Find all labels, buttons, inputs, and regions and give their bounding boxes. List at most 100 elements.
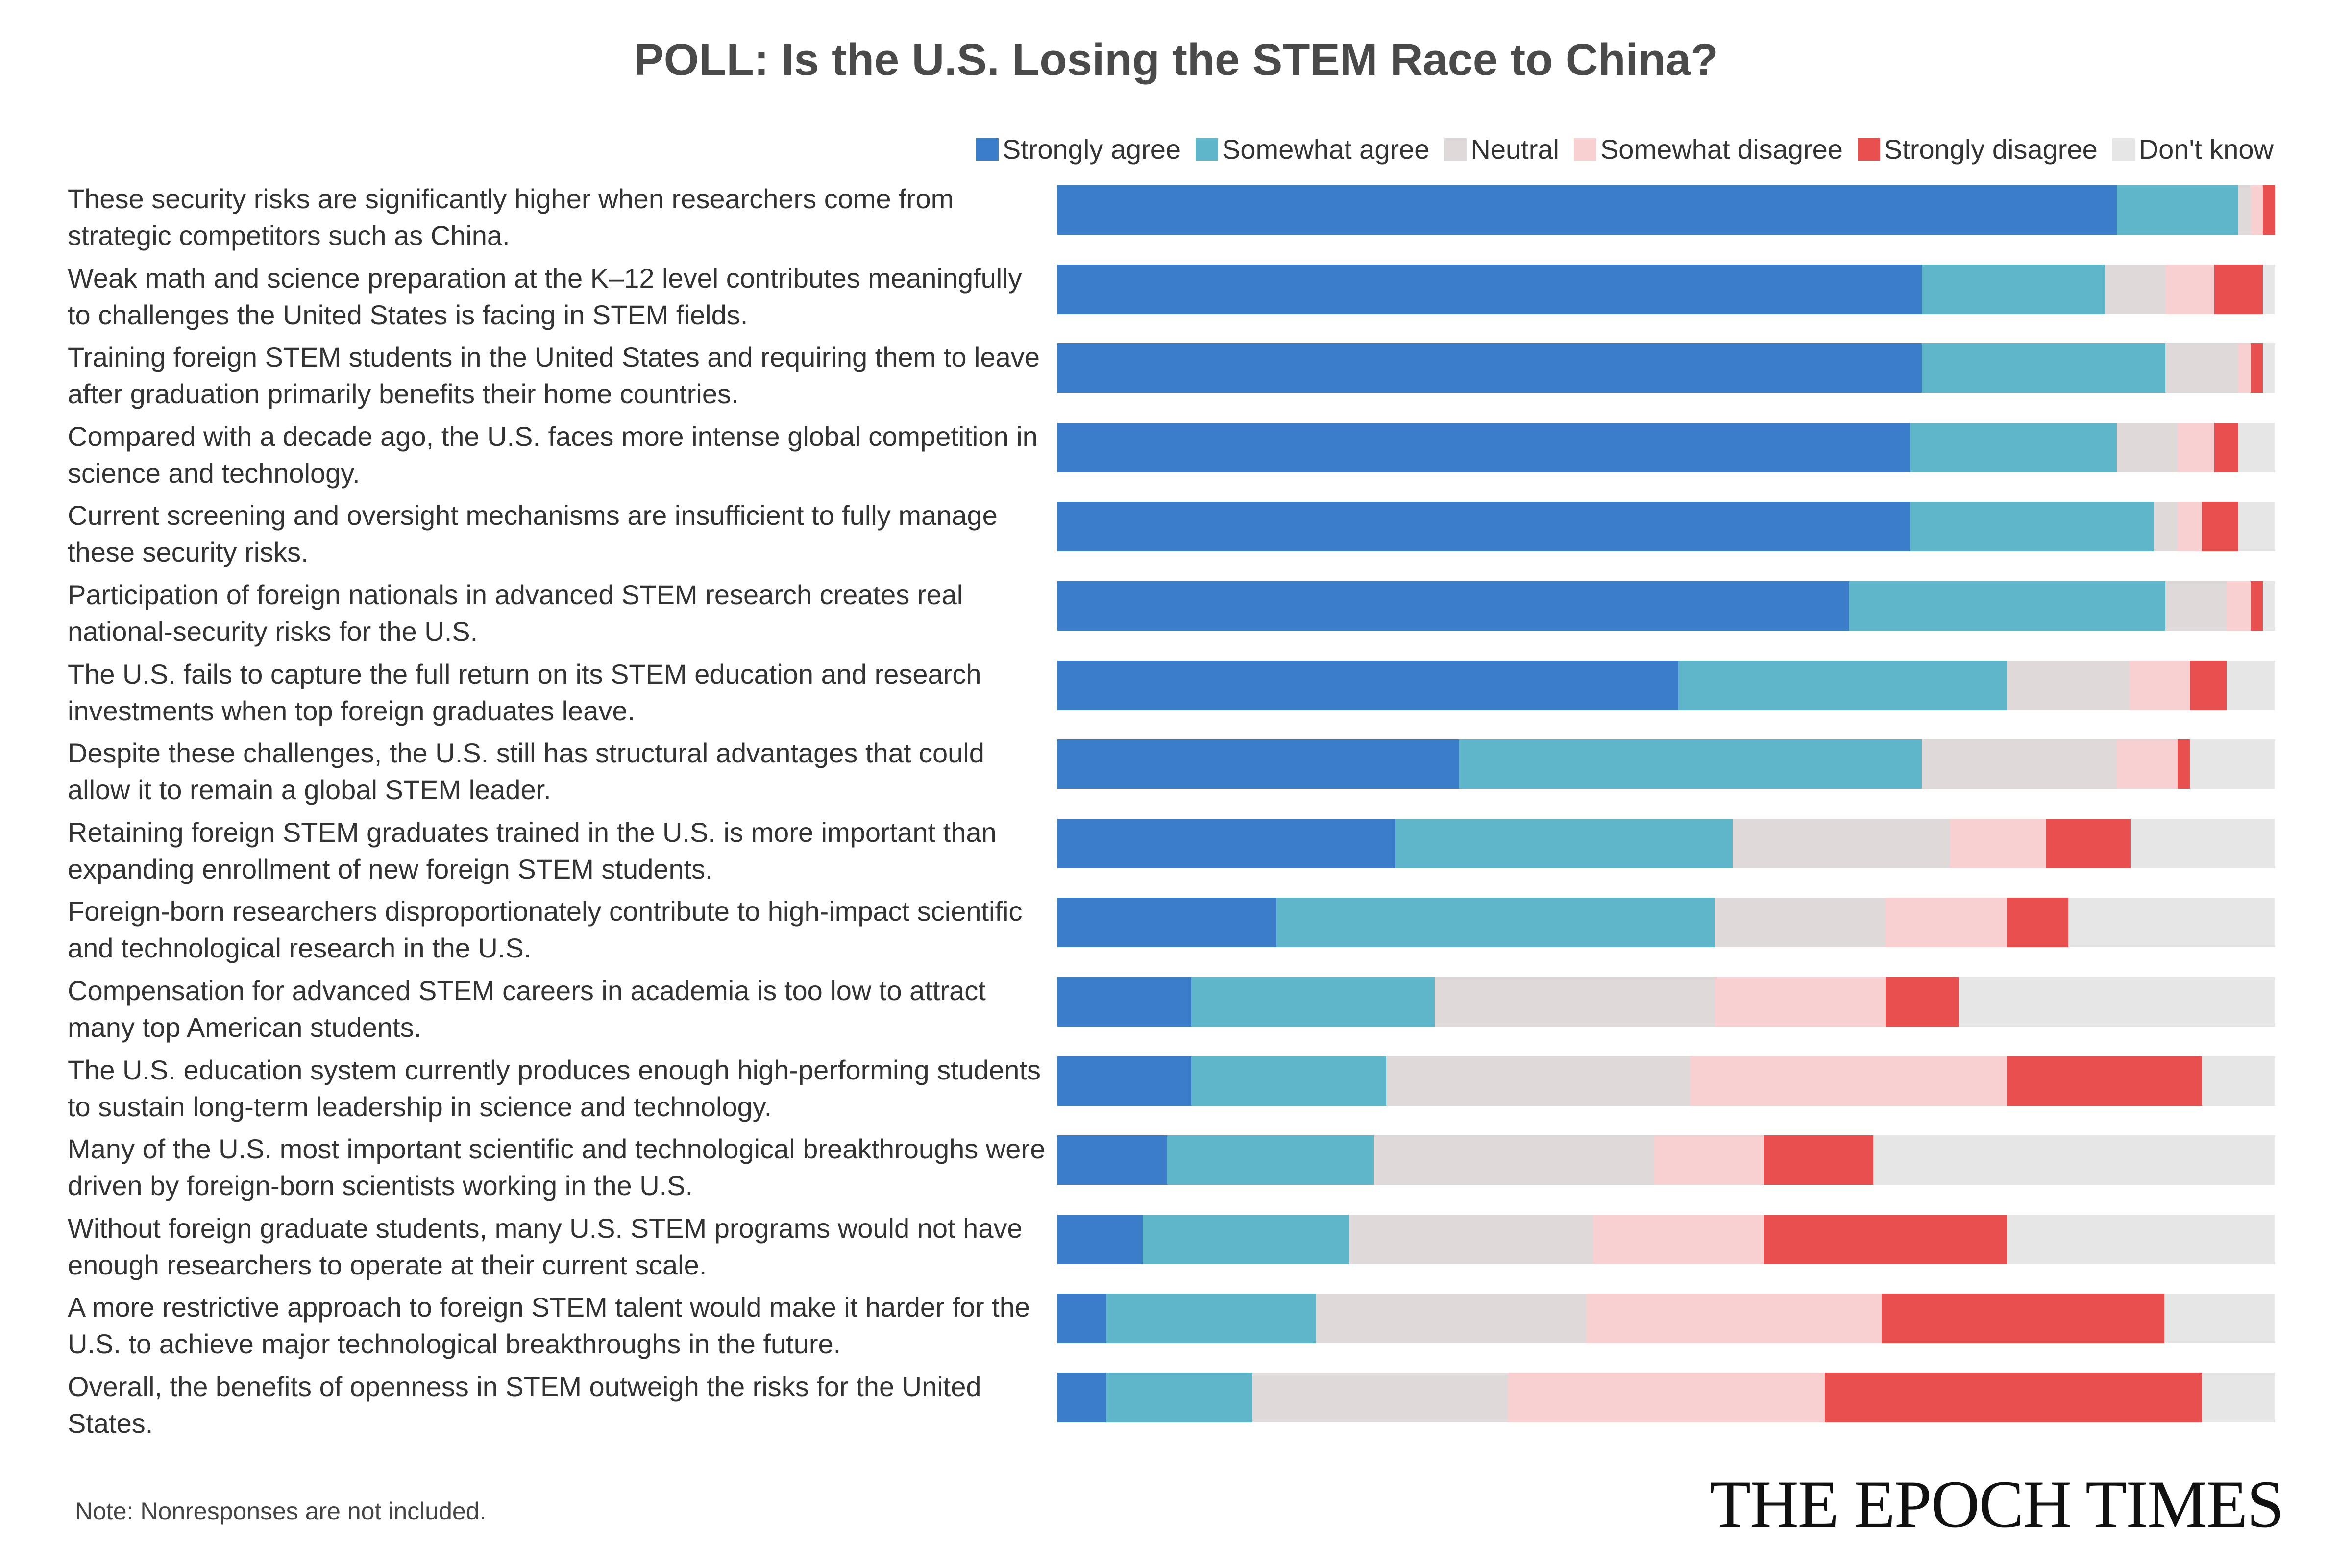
bar-segment-somewhat-agree [1191,977,1435,1027]
bar-segment-strongly-disagree [2202,502,2239,552]
stacked-bar [1057,264,2275,314]
bar-segment-strongly-agree [1057,264,1922,314]
bar-segment-somewhat-disagree [1949,818,2046,868]
bar-segment-don-t-know [2190,739,2275,789]
bar-segment-neutral [2007,660,2129,710]
bar-segment-don-t-know [2007,1214,2275,1264]
bar-segment-strongly-disagree [2251,581,2263,631]
bar-segment-strongly-agree [1057,581,1849,631]
bar-segment-neutral [2105,264,2166,314]
category-label: These security risks are significantly h… [68,183,954,251]
bar-segment-strongly-agree [1057,1294,1107,1344]
bar-segment-don-t-know [2226,660,2275,710]
bar-segment-neutral [1922,739,2117,789]
chart-row: Weak math and science preparation at the… [0,260,2352,339]
bar-segment-strongly-agree [1057,1056,1192,1106]
legend-item: Strongly agree [976,133,1181,165]
bar-segment-neutral [2165,581,2227,631]
bar-segment-strongly-disagree [2263,185,2275,235]
bar-segment-strongly-disagree [2178,739,2190,789]
footnote: Note: Nonresponses are not included. [75,1497,487,1525]
legend-item: Somewhat disagree [1573,133,1843,165]
bar-segment-somewhat-disagree [2129,660,2190,710]
chart-row: Current screening and oversight mechanis… [0,497,2352,576]
category-label: Without foreign graduate students, many … [68,1212,1023,1280]
bar-segment-somewhat-agree [1167,1135,1374,1185]
stacked-bar [1057,1373,2275,1422]
legend-label: Somewhat disagree [1600,134,1843,165]
legend-label: Don't know [2138,134,2274,165]
bar-segment-strongly-agree [1057,977,1192,1027]
bar-segment-neutral [2165,343,2239,393]
legend-swatch [1573,138,1596,161]
bar-segment-neutral [1316,1294,1587,1344]
bar-segment-somewhat-disagree [1654,1135,1764,1185]
publisher-logo: THE EPOCH TIMES [1709,1467,2284,1542]
category-label: Retaining foreign STEM graduates trained… [68,816,997,884]
category-label: Training foreign STEM students in the Un… [68,342,1040,410]
bar-segment-don-t-know [2130,818,2275,868]
bar-segment-somewhat-disagree [2116,739,2178,789]
bar-segment-strongly-agree [1057,660,1679,710]
legend-swatch [1196,138,1219,161]
stacked-bar [1057,1214,2275,1264]
bar-segment-neutral [1386,1056,1691,1106]
bar-segment-somewhat-disagree [1715,977,1886,1027]
chart-row: Training foreign STEM students in the Un… [0,339,2352,418]
bar-segment-somewhat-agree [1276,898,1715,948]
bar-segment-somewhat-agree [1459,739,1922,789]
chart-row: Compensation for advanced STEM careers i… [0,972,2352,1052]
bar-segment-somewhat-agree [1142,1214,1350,1264]
legend-item: Neutral [1444,133,1559,165]
bar-segment-strongly-disagree [2251,343,2263,393]
chart-row: Without foreign graduate students, many … [0,1210,2352,1289]
bar-segment-neutral [2153,502,2178,552]
bar-segment-somewhat-disagree [2165,264,2214,314]
chart-row: The U.S. fails to capture the full retur… [0,656,2352,735]
legend-label: Neutral [1470,134,1559,165]
legend-label: Strongly agree [1002,134,1181,165]
chart-title: POLL: Is the U.S. Losing the STEM Race t… [634,35,1718,85]
stacked-bar [1057,1056,2275,1106]
legend-label: Somewhat agree [1222,134,1430,165]
bar-segment-don-t-know [1873,1135,2275,1185]
bar-segment-don-t-know [2238,502,2275,552]
stacked-bar [1057,422,2275,472]
bar-segment-strongly-agree [1057,898,1277,948]
bar-segment-somewhat-agree [1678,660,2008,710]
category-label: Overall, the benefits of openness in STE… [68,1371,981,1439]
chart-row: Foreign-born researchers disproportionat… [0,893,2352,972]
bar-segment-somewhat-disagree [2251,185,2263,235]
category-label: Foreign-born researchers disproportionat… [68,896,1023,964]
category-label: Compensation for advanced STEM careers i… [68,975,986,1043]
chart-row: Despite these challenges, the U.S. still… [0,735,2352,814]
bar-segment-somewhat-disagree [2226,581,2251,631]
bar-segment-somewhat-disagree [1593,1214,1764,1264]
chart-row: Compared with a decade ago, the U.S. fac… [0,418,2352,497]
chart-row: Many of the U.S. most important scientif… [0,1130,2352,1210]
bar-segment-strongly-agree [1057,502,1910,552]
bar-segment-strongly-disagree [1824,1373,2202,1422]
stacked-bar [1057,818,2275,868]
bar-segment-somewhat-disagree [1885,898,2008,948]
bar-segment-neutral [1349,1214,1593,1264]
bar-segment-don-t-know [2068,898,2275,948]
legend: Strongly agree Somewhat agree Neutral Somew… [976,133,2274,165]
legend-swatch [2112,138,2135,161]
bar-segment-somewhat-agree [1910,502,2154,552]
bar-segment-strongly-agree [1057,739,1460,789]
bar-segment-strongly-agree [1057,185,2117,235]
legend-swatch [1444,138,1467,161]
bar-segment-don-t-know [2164,1294,2275,1344]
bar-segment-strongly-disagree [1881,1294,2165,1344]
stacked-bar [1057,977,2275,1027]
chart-row: These security risks are significantly h… [0,180,2352,260]
bar-segment-somewhat-disagree [2178,502,2202,552]
category-label: Current screening and oversight mechanis… [68,500,998,568]
bar-segment-don-t-know [2238,422,2275,472]
chart-row: Retaining foreign STEM graduates trained… [0,814,2352,893]
bar-segment-somewhat-disagree [1586,1294,1882,1344]
bar-segment-don-t-know [2202,1056,2275,1106]
bar-segment-strongly-disagree [1885,977,1959,1027]
bar-segment-don-t-know [2263,581,2275,631]
